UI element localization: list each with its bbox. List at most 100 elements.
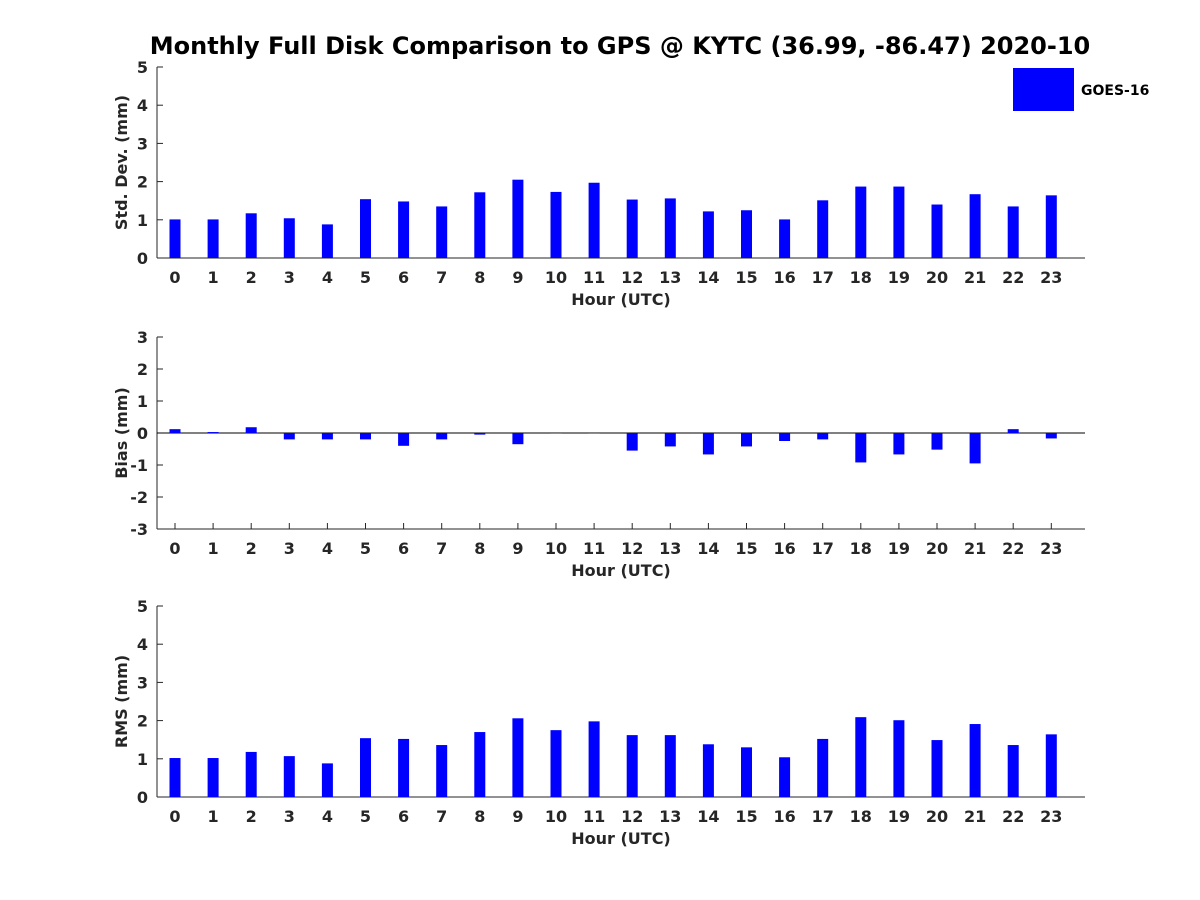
x-tick-label: 17	[812, 268, 834, 287]
x-tick-label: 14	[697, 807, 719, 826]
bar-hour-20	[931, 740, 943, 797]
x-tick-label: 2	[246, 807, 257, 826]
bar-hour-19	[893, 186, 905, 258]
x-tick-label: 13	[659, 539, 681, 558]
bar-hour-10	[550, 191, 562, 258]
x-tick-label: 18	[850, 807, 872, 826]
x-tick-label: 21	[964, 539, 986, 558]
bar-hour-10	[550, 433, 562, 434]
x-tick-label: 23	[1040, 539, 1062, 558]
bar-hour-3	[283, 433, 295, 440]
bar-hour-14	[702, 211, 714, 258]
x-tick-label: 8	[474, 539, 485, 558]
y-tick-label: -1	[130, 456, 148, 475]
x-tick-label: 13	[659, 268, 681, 287]
x-tick-label: 23	[1040, 268, 1062, 287]
x-tick-label: 10	[545, 268, 567, 287]
bar-hour-12	[626, 199, 638, 258]
bar-hour-11	[588, 433, 600, 434]
y-tick-label: -2	[130, 488, 148, 507]
bar-hour-4	[321, 433, 333, 440]
bar-hour-22	[1007, 429, 1019, 433]
x-tick-label: 13	[659, 807, 681, 826]
x-tick-label: 18	[850, 539, 872, 558]
bar-hour-6	[398, 738, 410, 797]
y-tick-label: 3	[137, 134, 148, 153]
bar-hour-21	[969, 433, 981, 464]
x-tick-label: 7	[436, 268, 447, 287]
x-tick-label: 6	[398, 268, 409, 287]
x-tick-label: 11	[583, 268, 605, 287]
bar-hour-21	[969, 194, 981, 258]
bar-hour-2	[245, 751, 257, 797]
bar-hour-18	[855, 186, 867, 258]
x-tick-label: 21	[964, 268, 986, 287]
bar-hour-7	[436, 206, 448, 258]
bar-hour-5	[360, 199, 371, 258]
bar-hour-8	[474, 192, 486, 258]
x-tick-label: 23	[1040, 807, 1062, 826]
y-tick-label: 4	[137, 96, 148, 115]
bar-hour-14	[702, 433, 714, 455]
bar-hour-13	[664, 433, 676, 447]
x-tick-label: 6	[398, 807, 409, 826]
x-tick-label: 7	[436, 807, 447, 826]
x-tick-label: 2	[246, 268, 257, 287]
bar-hour-2	[245, 427, 257, 433]
bar-hour-4	[321, 763, 333, 797]
bar-hour-18	[855, 433, 867, 463]
x-tick-label: 2	[246, 539, 257, 558]
x-tick-label: 17	[812, 807, 834, 826]
bar-hour-17	[817, 200, 829, 258]
legend: GOES-16	[1013, 68, 1149, 111]
x-tick-label: 15	[735, 268, 757, 287]
x-tick-label: 4	[322, 807, 333, 826]
y-tick-label: 5	[137, 597, 148, 616]
x-tick-label: 5	[360, 539, 371, 558]
bar-hour-1	[207, 219, 219, 258]
bar-hour-5	[360, 738, 371, 797]
bar-hour-4	[321, 224, 333, 258]
y-axis-label: Std. Dev. (mm)	[112, 95, 131, 230]
x-tick-label: 6	[398, 539, 409, 558]
bar-hour-22	[1007, 206, 1019, 258]
bar-hour-12	[626, 735, 638, 797]
x-tick-label: 15	[735, 807, 757, 826]
bar-hour-5	[360, 433, 371, 440]
x-tick-label: 1	[208, 539, 219, 558]
bar-hour-8	[474, 433, 486, 435]
y-axis-label: RMS (mm)	[112, 655, 131, 748]
bar-hour-19	[893, 720, 905, 797]
x-axis-label: Hour (UTC)	[571, 561, 671, 580]
x-tick-label: 9	[512, 539, 523, 558]
x-tick-label: 10	[545, 539, 567, 558]
x-tick-label: 22	[1002, 539, 1024, 558]
bar-hour-23	[1045, 195, 1057, 258]
bar-hour-20	[931, 204, 943, 258]
x-tick-label: 20	[926, 268, 948, 287]
y-tick-label: 2	[137, 712, 148, 731]
x-tick-label: 0	[169, 268, 180, 287]
y-tick-label: -3	[130, 520, 148, 539]
y-axis-label: Bias (mm)	[112, 387, 131, 479]
bar-hour-0	[169, 758, 181, 797]
bar-hour-6	[398, 201, 410, 258]
legend-label-goes-16: GOES-16	[1081, 83, 1149, 99]
bar-hour-20	[931, 433, 943, 450]
bar-hour-15	[741, 210, 752, 258]
x-tick-label: 14	[697, 539, 719, 558]
x-axis-label: Hour (UTC)	[571, 829, 671, 848]
y-tick-label: 0	[137, 424, 148, 443]
bar-hour-8	[474, 732, 486, 797]
bar-hour-19	[893, 433, 905, 455]
x-tick-label: 19	[888, 539, 910, 558]
x-tick-label: 9	[512, 268, 523, 287]
x-tick-label: 1	[208, 807, 219, 826]
bar-hour-21	[969, 724, 981, 797]
chart-title: Monthly Full Disk Comparison to GPS @ KY…	[150, 32, 1090, 60]
x-tick-label: 11	[583, 539, 605, 558]
